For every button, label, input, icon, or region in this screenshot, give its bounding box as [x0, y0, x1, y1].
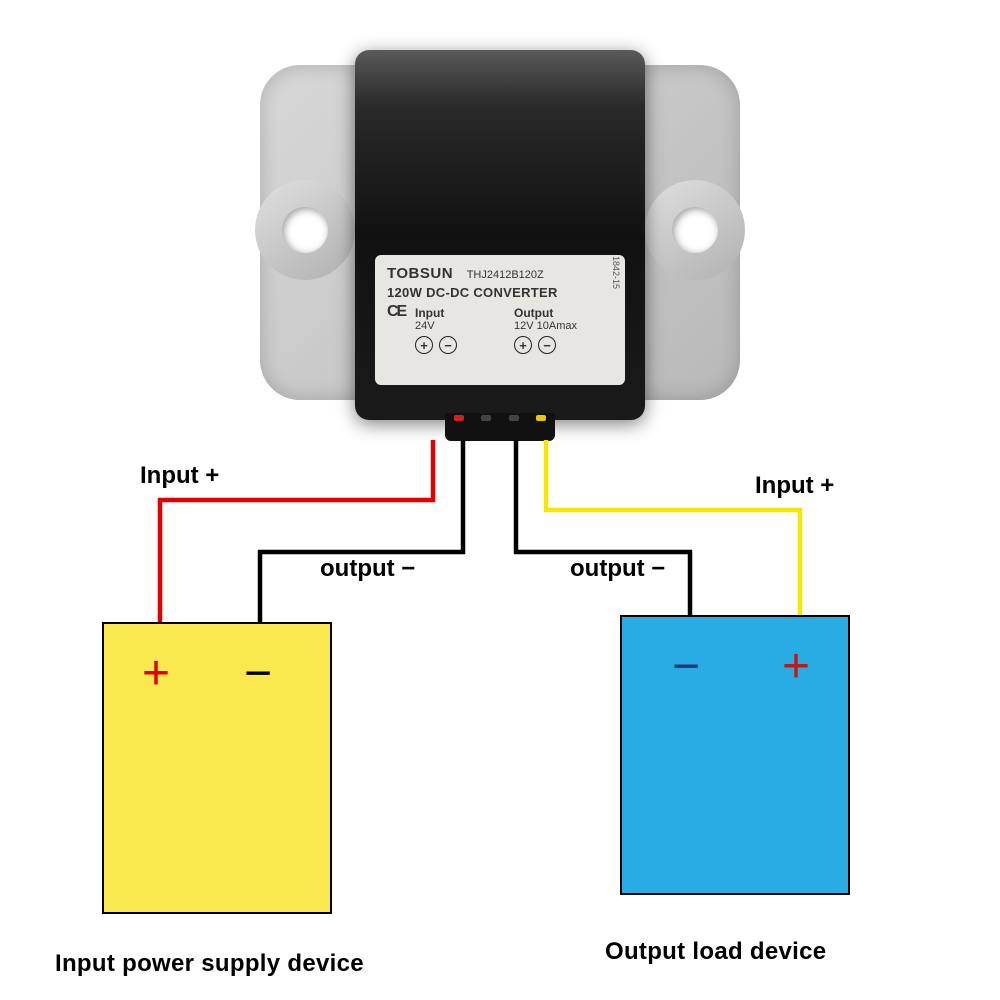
label-output-minus-right: output −: [570, 555, 665, 583]
subtitle-text: 120W DC-DC CONVERTER: [387, 285, 613, 300]
mount-tab-right: [645, 180, 745, 280]
input-head: Input: [415, 306, 514, 320]
input-val: 24V: [415, 320, 514, 332]
ce-mark: CE: [387, 303, 405, 321]
output-val: 12V 10Amax: [514, 320, 613, 332]
converter-device: TOBSUN THJ2412B120Z 120W DC-DC CONVERTER…: [260, 35, 740, 430]
output-minus-icon: −: [538, 336, 556, 354]
input-power-box: + −: [102, 622, 332, 914]
wire-black-left: [260, 440, 463, 622]
wire-yellow: [546, 440, 800, 615]
output-caption: Output load device: [605, 938, 826, 966]
serial-text: 1842-15: [611, 256, 621, 289]
output-box-minus: −: [672, 639, 700, 694]
label-output-minus-left: output −: [320, 555, 415, 583]
wire-black-right: [516, 440, 690, 615]
label-input-plus-right: Input +: [755, 472, 834, 500]
input-caption: Input power supply device: [55, 950, 364, 978]
mount-tab-left: [255, 180, 355, 280]
terminal-black-2: [509, 415, 519, 421]
brand-text: TOBSUN: [387, 265, 453, 282]
mount-hole-right: [672, 207, 718, 253]
terminal-red: [454, 415, 464, 421]
label-input-plus-left: Input +: [140, 462, 219, 490]
model-text: THJ2412B120Z: [467, 269, 544, 281]
terminal-block: [445, 413, 555, 441]
input-plus-icon: +: [415, 336, 433, 354]
input-box-plus: +: [142, 646, 170, 701]
output-load-box: − +: [620, 615, 850, 895]
output-plus-icon: +: [514, 336, 532, 354]
mount-hole-left: [282, 207, 328, 253]
input-box-minus: −: [244, 646, 272, 701]
output-head: Output: [514, 306, 613, 320]
input-minus-icon: −: [439, 336, 457, 354]
label-plate: TOBSUN THJ2412B120Z 120W DC-DC CONVERTER…: [375, 255, 625, 385]
output-box-plus: +: [782, 639, 810, 694]
terminal-yellow: [536, 415, 546, 421]
terminal-black-1: [481, 415, 491, 421]
